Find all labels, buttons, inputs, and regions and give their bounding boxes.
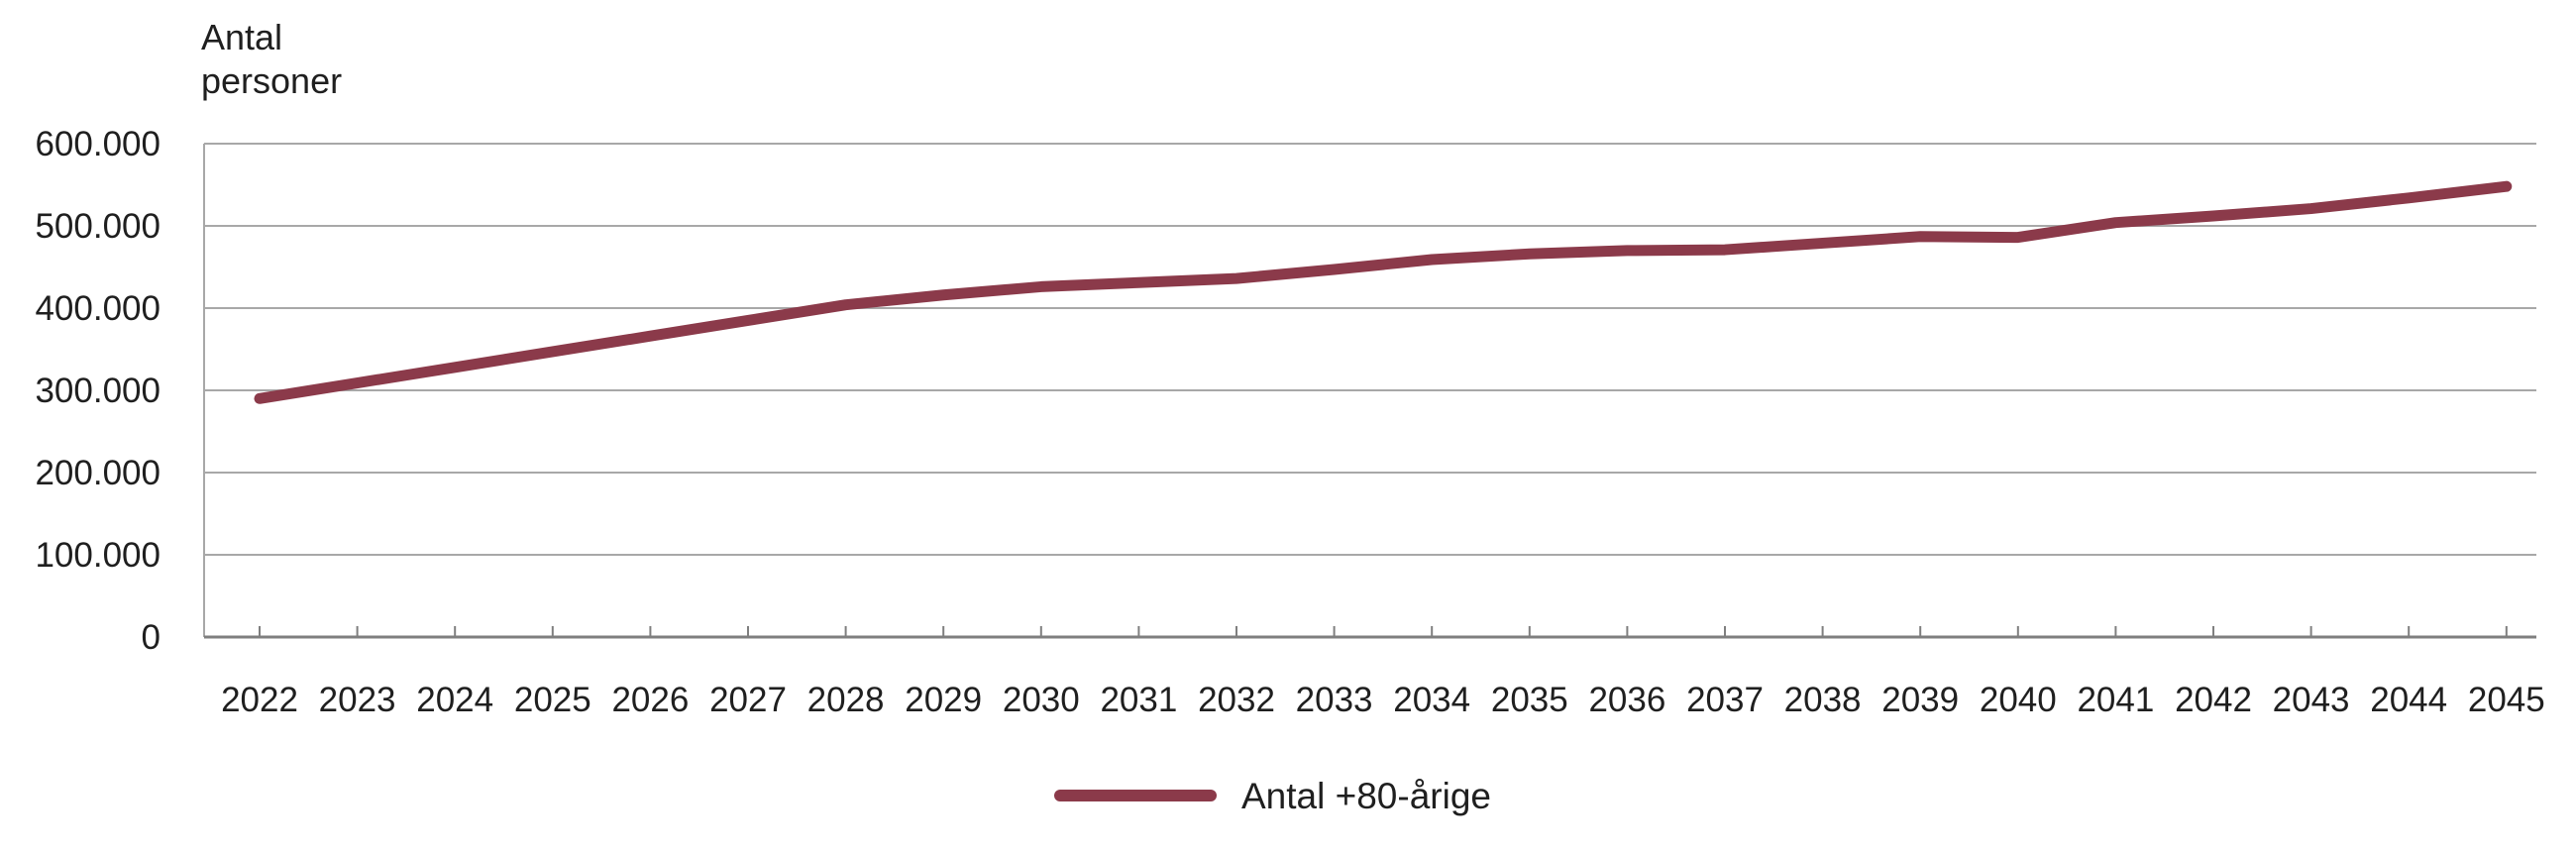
x-tick-label-2030: 2030 xyxy=(1003,681,1080,719)
x-tick-label-2022: 2022 xyxy=(221,681,298,719)
x-tick-label-2036: 2036 xyxy=(1588,681,1665,719)
y-tick-label-500000: 500.000 xyxy=(35,207,161,246)
x-tick-label-2024: 2024 xyxy=(416,681,493,719)
x-tick-label-2032: 2032 xyxy=(1198,681,1275,719)
gridlines-group xyxy=(204,143,2536,556)
x-tick-label-2039: 2039 xyxy=(1881,681,1959,719)
x-tick-label-2040: 2040 xyxy=(1980,681,2057,719)
x-tick-label-2045: 2045 xyxy=(2468,681,2545,719)
x-tick-label-2029: 2029 xyxy=(905,681,982,719)
x-tick-label-2027: 2027 xyxy=(709,681,787,719)
x-tick-label-2042: 2042 xyxy=(2175,681,2252,719)
y-tick-label-200000: 200.000 xyxy=(35,454,161,492)
y-axis-labels-group: 0 100.000 200.000 300.000 400.000 500.000 600.… xyxy=(35,125,161,657)
x-tick-label-2037: 2037 xyxy=(1686,681,1764,719)
x-tick-label-2034: 2034 xyxy=(1393,681,1470,719)
y-tick-label-600000: 600.000 xyxy=(35,125,161,163)
y-tick-label-100000: 100.000 xyxy=(35,536,161,575)
x-tick-label-2035: 2035 xyxy=(1491,681,1568,719)
x-axis-ticks-group xyxy=(259,626,2508,637)
x-tick-label-2023: 2023 xyxy=(319,681,396,719)
y-axis-title-line2: personer xyxy=(201,60,342,101)
x-tick-label-2043: 2043 xyxy=(2273,681,2350,719)
x-tick-label-2041: 2041 xyxy=(2077,681,2154,719)
legend-label: Antal +80-årige xyxy=(1241,776,1491,816)
legend: Antal +80-årige xyxy=(1054,776,1491,816)
series-line-Antal +80-årige xyxy=(254,180,2513,404)
x-axis-labels-group: 2022 2023 2024 2025 2026 2027 2028 2029 2030 2031… xyxy=(221,681,2545,719)
x-tick-label-2026: 2026 xyxy=(611,681,689,719)
x-tick-label-2028: 2028 xyxy=(807,681,885,719)
x-tick-label-2025: 2025 xyxy=(514,681,591,719)
y-tick-label-300000: 300.000 xyxy=(35,372,161,410)
x-tick-label-2033: 2033 xyxy=(1296,681,1373,719)
y-axis-title: Antal personer xyxy=(201,17,342,101)
x-tick-label-2031: 2031 xyxy=(1100,681,1177,719)
x-tick-label-2044: 2044 xyxy=(2370,681,2447,719)
y-tick-label-400000: 400.000 xyxy=(35,289,161,328)
series-group xyxy=(254,180,2513,404)
x-tick-label-2038: 2038 xyxy=(1784,681,1862,719)
y-axis-title-line1: Antal xyxy=(201,17,282,57)
y-tick-label-0: 0 xyxy=(142,618,161,657)
